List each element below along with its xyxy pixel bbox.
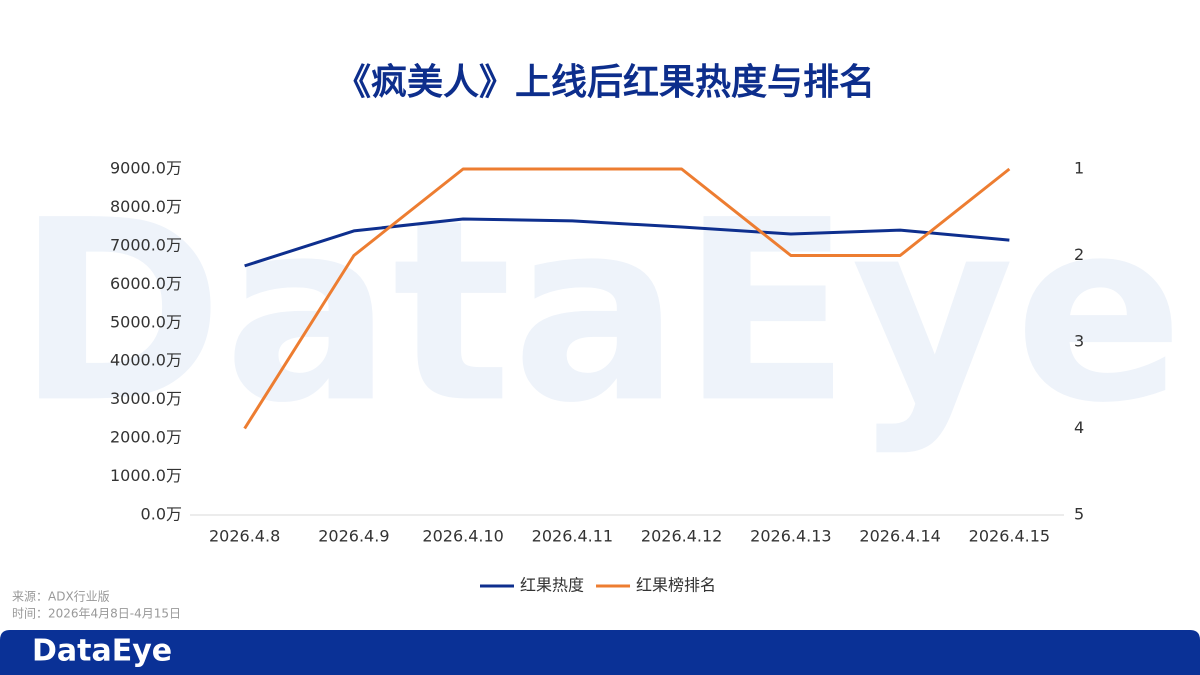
y-tick-label: 8000.0万 bbox=[110, 197, 182, 216]
y-tick-label: 1000.0万 bbox=[110, 466, 182, 485]
chart-title: 《疯美人》上线后红果热度与排名 bbox=[335, 62, 875, 103]
x-tick-label: 2026.4.13 bbox=[750, 527, 831, 546]
y-tick-label: 2000.0万 bbox=[110, 428, 182, 447]
x-tick-label: 2026.4.15 bbox=[969, 527, 1050, 546]
x-tick-label: 2026.4.10 bbox=[422, 527, 503, 546]
time-note: 时间：2026年4月8日-4月15日 bbox=[12, 607, 181, 621]
watermark: DataEye bbox=[16, 166, 1184, 457]
y-tick-label: 5000.0万 bbox=[110, 312, 182, 331]
legend-label: 红果榜排名 bbox=[636, 576, 716, 595]
x-tick-label: 2026.4.14 bbox=[859, 527, 940, 546]
y2-tick-label: 5 bbox=[1074, 505, 1084, 524]
x-tick-label: 2026.4.8 bbox=[209, 527, 280, 546]
y-tick-label: 0.0万 bbox=[141, 505, 182, 524]
y2-tick-label: 1 bbox=[1074, 159, 1084, 178]
brand-logo: DataEye bbox=[32, 634, 172, 669]
source-note: 来源：ADX行业版 bbox=[12, 590, 110, 604]
y2-tick-label: 3 bbox=[1074, 332, 1084, 351]
x-tick-label: 2026.4.11 bbox=[532, 527, 613, 546]
legend-label: 红果热度 bbox=[520, 576, 584, 595]
y-tick-label: 6000.0万 bbox=[110, 274, 182, 293]
x-tick-label: 2026.4.9 bbox=[318, 527, 389, 546]
y-tick-label: 4000.0万 bbox=[110, 351, 182, 370]
series-line bbox=[244, 217, 1010, 268]
y2-tick-label: 4 bbox=[1074, 418, 1084, 437]
x-tick-label: 2026.4.12 bbox=[641, 527, 722, 546]
y-tick-label: 3000.0万 bbox=[110, 389, 182, 408]
y-tick-label: 9000.0万 bbox=[110, 159, 182, 178]
footer-bar bbox=[0, 630, 1200, 675]
y2-tick-label: 2 bbox=[1074, 245, 1084, 264]
series-line bbox=[243, 167, 1011, 430]
y-tick-label: 7000.0万 bbox=[110, 235, 182, 254]
